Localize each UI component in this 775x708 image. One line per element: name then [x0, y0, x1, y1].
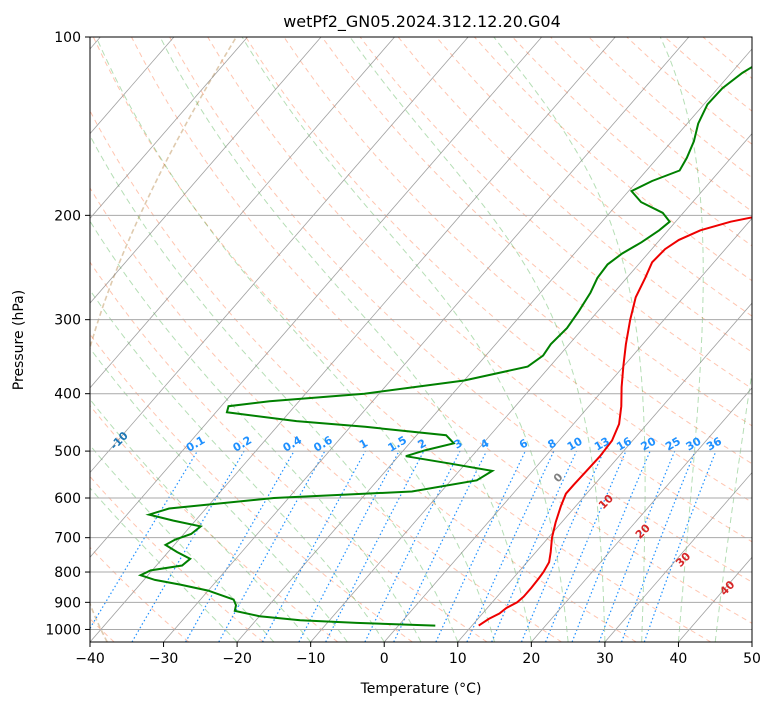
moist-adiabat-line — [90, 220, 422, 642]
dry-adiabat-line — [397, 37, 752, 353]
moist-adiabat-line — [349, 37, 606, 642]
y-axis: 1000 900 800 700 600 500 400 300 200 100 — [45, 30, 90, 638]
isotherm-line — [90, 37, 395, 389]
y-tick-label: 700 — [54, 531, 81, 547]
y-tick-label: 1000 — [45, 622, 81, 638]
moist-adiabat-line — [90, 134, 459, 642]
isotherm-line — [457, 302, 752, 642]
moist-adiabat-line — [90, 289, 385, 642]
y-tick-label: 100 — [54, 30, 81, 46]
dry-adiabat-line — [90, 404, 339, 642]
isotherm-line — [310, 133, 752, 642]
moist-adiabat-line — [493, 37, 646, 642]
y-tick-label: 200 — [54, 208, 81, 224]
isotherm-line — [383, 217, 752, 642]
y-axis-label: Pressure (hPa) — [11, 290, 27, 390]
moist-adiabat-line — [90, 444, 275, 642]
x-tick-label: 40 — [670, 651, 688, 667]
x-axis-label: Temperature (°C) — [360, 681, 482, 697]
plot-frame — [89, 36, 753, 643]
mixing-ratio-line — [621, 450, 696, 642]
dewpoint-line — [137, 65, 752, 627]
x-tick-label: −20 — [222, 651, 252, 667]
moist-adiabat-line — [90, 398, 312, 642]
mixing-ratio-line — [643, 450, 717, 642]
isotherm-line — [604, 471, 752, 642]
moist-adiabat-line — [241, 37, 569, 642]
mixing-ratio-line — [218, 450, 326, 642]
x-tick-label: −30 — [149, 651, 179, 667]
profile-series — [137, 65, 752, 627]
x-tick-label: 20 — [522, 651, 540, 667]
isotherm-line — [90, 37, 248, 220]
dry-adiabat-line — [92, 37, 712, 642]
isotherm-line — [90, 37, 469, 474]
x-tick-label: 30 — [596, 651, 614, 667]
isotherm-line — [531, 387, 752, 642]
mixing-ratio-line — [261, 450, 366, 642]
y-tick-label: 600 — [54, 491, 81, 507]
mixing-ratio-line — [520, 450, 605, 642]
ccl-curves — [90, 37, 237, 642]
y-tick-label: 300 — [54, 313, 81, 329]
isotherm-line — [236, 48, 752, 642]
dry-adiabat-line — [169, 37, 752, 583]
x-tick-label: −40 — [75, 651, 105, 667]
x-tick-label: 10 — [449, 651, 467, 667]
moist-adiabats — [90, 37, 752, 642]
ccl-curve — [90, 37, 237, 642]
moist-adiabat-line — [714, 368, 752, 642]
plot-area: 0.10.20.40.611.52346810131620253036-100-… — [90, 37, 752, 642]
x-tick-label: 50 — [743, 651, 761, 667]
temperature-line — [478, 216, 752, 627]
dry-adiabat-line — [283, 37, 752, 465]
dry-adiabat-line — [131, 37, 752, 624]
moist-adiabat-line — [159, 37, 532, 642]
y-tick-label: 400 — [54, 387, 81, 403]
moist-adiabat-line — [90, 347, 348, 642]
x-axis: −40 −30 −20 −10 0 10 20 30 40 50 — [75, 642, 761, 667]
y-tick-label: 900 — [54, 595, 81, 611]
mixing-ratio-line — [90, 450, 198, 630]
x-tick-label: 0 — [380, 651, 389, 667]
isotherm-line — [90, 37, 616, 642]
mixing-ratio-line — [571, 450, 651, 642]
dry-adiabats — [90, 37, 752, 642]
isotherm-line — [90, 37, 322, 304]
isotherms — [90, 37, 752, 642]
y-tick-label: 800 — [54, 565, 81, 581]
dry-adiabat-line — [90, 475, 264, 642]
moist-adiabat-line — [659, 37, 704, 642]
dry-adiabat-line — [90, 187, 562, 642]
isotherm-line — [163, 37, 690, 642]
chart-title: wetPf2_GN05.2024.312.12.20.G04 — [283, 12, 561, 32]
mixing-ratio-line — [545, 450, 627, 642]
mixing-ratio-line — [598, 450, 676, 642]
isobars — [90, 37, 752, 630]
mixing-ratio-line — [364, 450, 461, 642]
dry-adiabat-line — [90, 109, 637, 642]
moist-adiabat-line — [95, 37, 496, 642]
y-tick-label: 500 — [54, 444, 81, 460]
dry-adiabat-line — [90, 261, 488, 642]
isotherm-line — [90, 37, 543, 558]
x-tick-label: −10 — [296, 651, 326, 667]
